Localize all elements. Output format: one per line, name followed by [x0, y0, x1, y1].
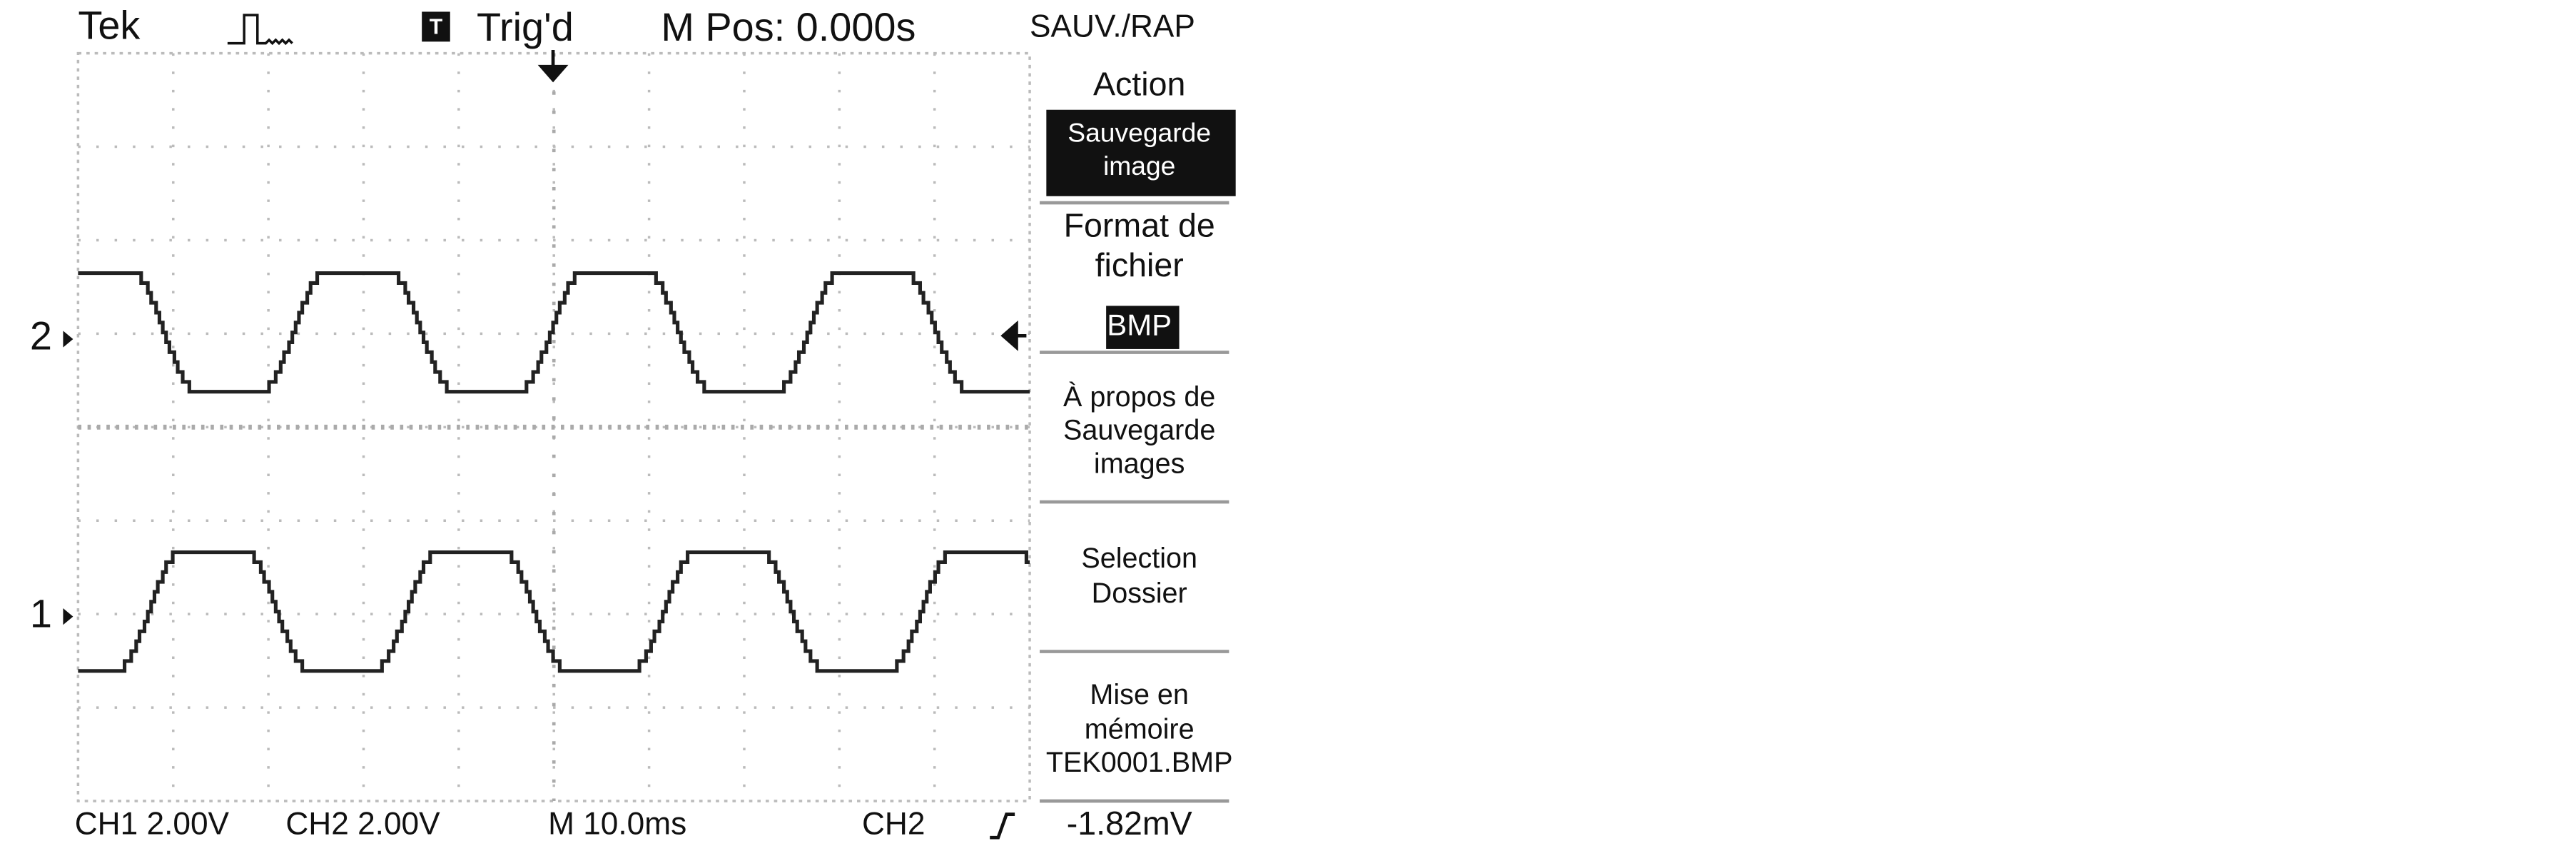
menu-title: SAUV./RAP — [1030, 9, 1195, 44]
menu-text: Mise en — [1090, 679, 1188, 710]
channel-marker: 2 — [30, 313, 52, 358]
channel-marker-arrow — [63, 331, 73, 348]
channel-marker-arrow — [63, 608, 73, 625]
menu-text: À propos de — [1063, 381, 1215, 413]
menu-highlight — [1046, 109, 1236, 196]
ch1-trace — [78, 550, 1030, 673]
menu-text: Dossier — [1092, 578, 1187, 609]
menu-text: TEK0001.BMP — [1046, 747, 1233, 778]
menu-text: mémoire — [1085, 714, 1195, 745]
menu-text: images — [1094, 448, 1185, 479]
menu-text: Action — [1093, 65, 1185, 102]
menu-text: Format de — [1064, 206, 1215, 243]
brand: Tek — [78, 2, 141, 47]
timebase: M 10.0ms — [548, 807, 686, 841]
ch1-scale: CH1 2.00V — [75, 807, 230, 841]
menu-text: BMP — [1107, 308, 1172, 342]
trigger-icon: T — [430, 16, 443, 39]
waveforms — [78, 271, 1030, 673]
menu-text: Selection — [1081, 543, 1197, 574]
ch2-scale: CH2 2.00V — [285, 807, 440, 841]
trigger-icon-box — [422, 11, 450, 42]
menu-text: fichier — [1095, 246, 1184, 283]
trigger-level: -1.82mV — [1067, 805, 1192, 841]
slope-icon — [990, 812, 1015, 840]
acquire-icon — [227, 14, 293, 46]
menu-text: Sauvegarde — [1063, 415, 1215, 446]
menu-highlight — [1106, 306, 1180, 349]
ch2-trace — [78, 271, 1030, 394]
trigger-position-arrow — [537, 49, 569, 83]
trigger-status: Trig'd — [477, 4, 574, 49]
trigger-source: CH2 — [862, 807, 925, 841]
channel-marker: 1 — [30, 590, 52, 635]
horizontal-position: M Pos: 0.000s — [661, 4, 916, 49]
menu-text: image — [1103, 151, 1175, 181]
menu-text: Sauvegarde — [1068, 118, 1211, 148]
trigger-level-arrow — [1000, 320, 1027, 351]
